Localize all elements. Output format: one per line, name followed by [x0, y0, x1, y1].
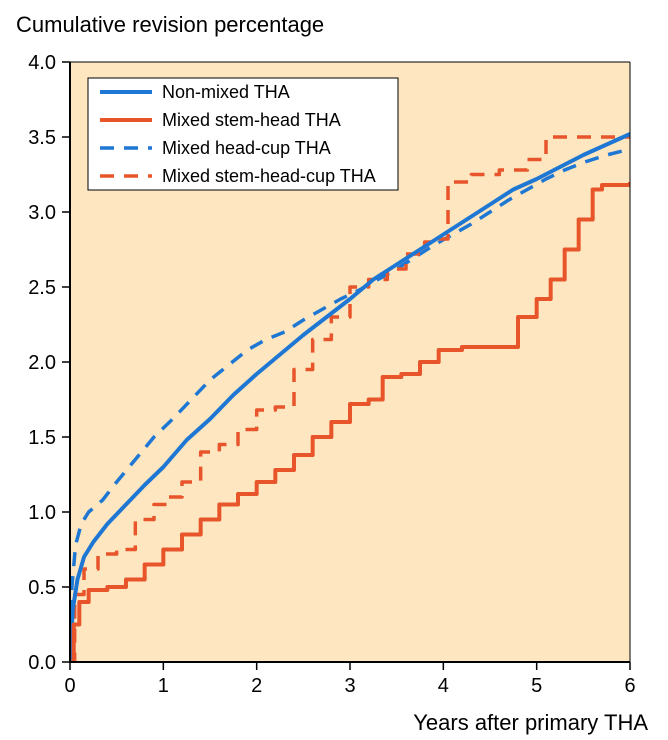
x-tick-label: 4 — [438, 675, 449, 697]
y-tick-label: 0.0 — [28, 652, 56, 674]
x-tick-label: 1 — [158, 675, 169, 697]
y-tick-label: 3.0 — [28, 202, 56, 224]
revision-chart: Cumulative revision percentage 0.0 0.5 1.0 1… — [0, 0, 668, 740]
legend-label: Mixed stem-head-cup THA — [162, 166, 376, 186]
legend: Non-mixed THA Mixed stem-head THA Mixed he… — [88, 78, 398, 190]
legend-label: Mixed head-cup THA — [162, 138, 331, 158]
y-tick-label: 4.0 — [28, 52, 56, 74]
x-tick-label: 0 — [64, 675, 75, 697]
legend-label: Mixed stem-head THA — [162, 110, 341, 130]
x-tick-label: 5 — [531, 675, 542, 697]
legend-label: Non-mixed THA — [162, 82, 290, 102]
x-tick-label: 3 — [344, 675, 355, 697]
y-tick-label: 0.5 — [28, 577, 56, 599]
x-tick-label: 2 — [251, 675, 262, 697]
y-tick-label: 3.5 — [28, 127, 56, 149]
x-axis-title: Years after primary THA — [413, 710, 648, 735]
y-axis-title: Cumulative revision percentage — [16, 12, 324, 37]
y-tick-label: 1.0 — [28, 502, 56, 524]
x-tick-label: 6 — [624, 675, 635, 697]
y-tick-label: 2.5 — [28, 277, 56, 299]
y-tick-label: 1.5 — [28, 427, 56, 449]
y-tick-label: 2.0 — [28, 352, 56, 374]
